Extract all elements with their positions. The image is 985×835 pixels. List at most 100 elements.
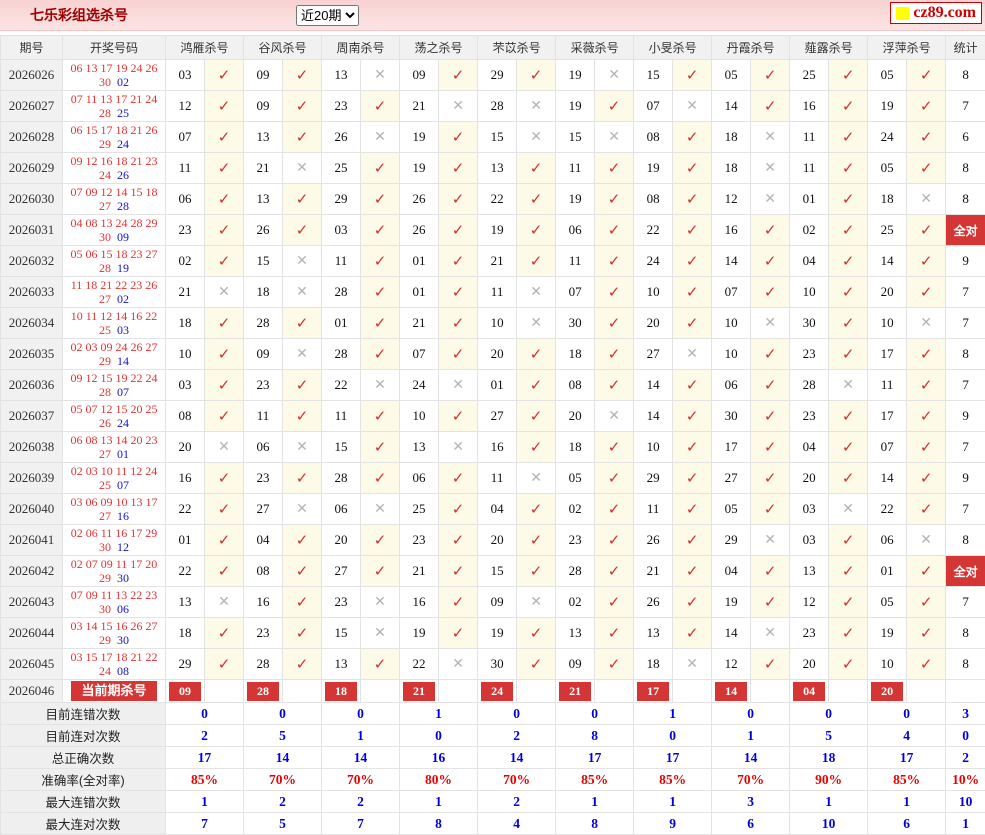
kill-number-cell: 07 <box>633 90 674 122</box>
result-mark-cell: ✓ <box>828 400 869 432</box>
period-cell: 2026036 <box>0 369 63 401</box>
kill-number-cell: 28 <box>477 90 518 122</box>
result-mark-cell: ✕ <box>360 617 401 649</box>
summary-value-cell: 4 <box>867 724 947 747</box>
special-number: 16 <box>117 509 129 523</box>
kill-number-cell: 01 <box>477 369 518 401</box>
kill-number-cell: 09 <box>243 59 284 91</box>
kill-number-cell: 18 <box>633 648 674 680</box>
result-mark-cell: ✓ <box>906 245 947 277</box>
summary-label: 目前连对次数 <box>0 724 166 747</box>
summary-value-cell: 85% <box>164 768 245 791</box>
check-icon: ✓ <box>607 376 621 394</box>
check-icon: ✓ <box>373 97 387 115</box>
check-icon: ✓ <box>451 128 465 146</box>
check-icon: ✓ <box>217 128 231 146</box>
kill-number-cell: 19 <box>555 183 596 215</box>
result-mark-cell: ✓ <box>906 462 947 494</box>
check-icon: ✓ <box>919 66 933 84</box>
check-icon: ✓ <box>295 128 309 146</box>
check-icon: ✓ <box>529 500 543 518</box>
draw-numbers-cell: 06 08 13 14 20 23 27 01 <box>62 431 166 463</box>
stat-cell: 8 <box>945 524 985 556</box>
result-mark-cell: ✕ <box>360 121 401 153</box>
check-icon: ✓ <box>607 345 621 363</box>
check-icon: ✓ <box>373 314 387 332</box>
kill-number-cell: 01 <box>399 245 440 277</box>
cross-icon: ✕ <box>920 191 933 207</box>
kill-number-cell: 13 <box>243 121 284 153</box>
check-icon: ✓ <box>529 655 543 673</box>
cross-icon: ✕ <box>374 67 386 83</box>
check-icon: ✓ <box>451 407 465 425</box>
result-mark-cell: ✓ <box>672 121 713 153</box>
result-mark-cell: ✓ <box>360 524 401 556</box>
summary-value-cell: 1 <box>399 702 479 725</box>
draw-numbers-cell: 09 12 15 19 22 24 28 07 <box>62 369 166 401</box>
check-icon: ✓ <box>217 159 231 177</box>
period-range-select[interactable]: 近20期 <box>296 4 359 26</box>
kill-number-cell: 20 <box>165 431 205 463</box>
current-kill-spacer-cell <box>203 679 245 703</box>
check-icon: ✓ <box>451 500 465 518</box>
result-mark-cell: ✓ <box>906 152 947 184</box>
check-icon: ✓ <box>217 314 231 332</box>
result-mark-cell: ✓ <box>360 245 401 277</box>
check-icon: ✓ <box>841 345 855 363</box>
cross-icon: ✕ <box>374 377 386 393</box>
kill-number-cell: 02 <box>555 493 596 525</box>
kill-number-cell: 25 <box>399 493 440 525</box>
result-mark-cell: ✓ <box>828 276 869 308</box>
result-mark-cell: ✓ <box>594 524 635 556</box>
summary-value-cell: 0 <box>243 702 323 725</box>
summary-value-cell: 8 <box>555 724 635 747</box>
cross-icon: ✕ <box>296 501 308 517</box>
result-mark-cell: ✓ <box>828 59 869 91</box>
kill-number-cell: 11 <box>555 245 596 277</box>
kill-number-cell: 17 <box>867 400 908 432</box>
result-mark-cell: ✕ <box>906 307 947 339</box>
result-mark-cell: ✓ <box>203 183 245 215</box>
period-cell: 2026034 <box>0 307 63 339</box>
check-icon: ✓ <box>685 376 699 394</box>
check-icon: ✓ <box>529 66 543 84</box>
check-icon: ✓ <box>295 97 309 115</box>
summary-total-cell: 2 <box>945 746 985 769</box>
result-mark-cell: ✓ <box>594 276 635 308</box>
stat-cell: 8 <box>945 648 985 680</box>
current-kill-badge: 14 <box>715 681 748 701</box>
check-icon: ✓ <box>607 562 621 580</box>
check-icon: ✓ <box>841 562 855 580</box>
table-row: 2026036 09 12 15 19 22 24 28 07 03 ✓ 23 ✓ 22 ✕ 24… <box>0 369 985 401</box>
cross-icon: ✕ <box>920 532 933 548</box>
site-logo[interactable]: cz89.com <box>890 2 982 24</box>
result-mark-cell: ✓ <box>750 338 791 370</box>
table-row: 2026035 02 03 09 24 26 27 29 14 10 ✓ 09 ✕ 28 ✓ 07… <box>0 338 985 370</box>
kill-number-cell: 01 <box>165 524 205 556</box>
result-mark-cell: ✓ <box>438 183 479 215</box>
kill-number-cell: 11 <box>789 152 830 184</box>
result-mark-cell: ✕ <box>672 90 713 122</box>
current-kill-spacer-cell <box>906 679 947 703</box>
cross-icon: ✕ <box>686 98 698 114</box>
period-cell: 2026033 <box>0 276 63 308</box>
check-icon: ✓ <box>607 314 621 332</box>
result-mark-cell: ✓ <box>594 462 635 494</box>
result-mark-cell: ✓ <box>906 617 947 649</box>
kill-number-cell: 21 <box>399 307 440 339</box>
result-mark-cell: ✓ <box>516 555 557 587</box>
summary-total-cell: 0 <box>945 724 985 747</box>
result-mark-cell: ✕ <box>203 276 245 308</box>
kill-number-cell: 10 <box>711 338 752 370</box>
kill-number-cell: 20 <box>789 648 830 680</box>
kill-number-cell: 13 <box>555 617 596 649</box>
kill-number-cell: 23 <box>321 90 362 122</box>
current-kill-spacer-cell <box>282 679 323 703</box>
summary-value-cell: 2 <box>477 724 557 747</box>
kill-number-cell: 03 <box>321 214 362 246</box>
kill-number-cell: 28 <box>321 338 362 370</box>
period-cell: 2026038 <box>0 431 63 463</box>
kill-number-cell: 15 <box>633 59 674 91</box>
summary-value-cell: 1 <box>633 702 713 725</box>
check-icon: ✓ <box>685 469 699 487</box>
